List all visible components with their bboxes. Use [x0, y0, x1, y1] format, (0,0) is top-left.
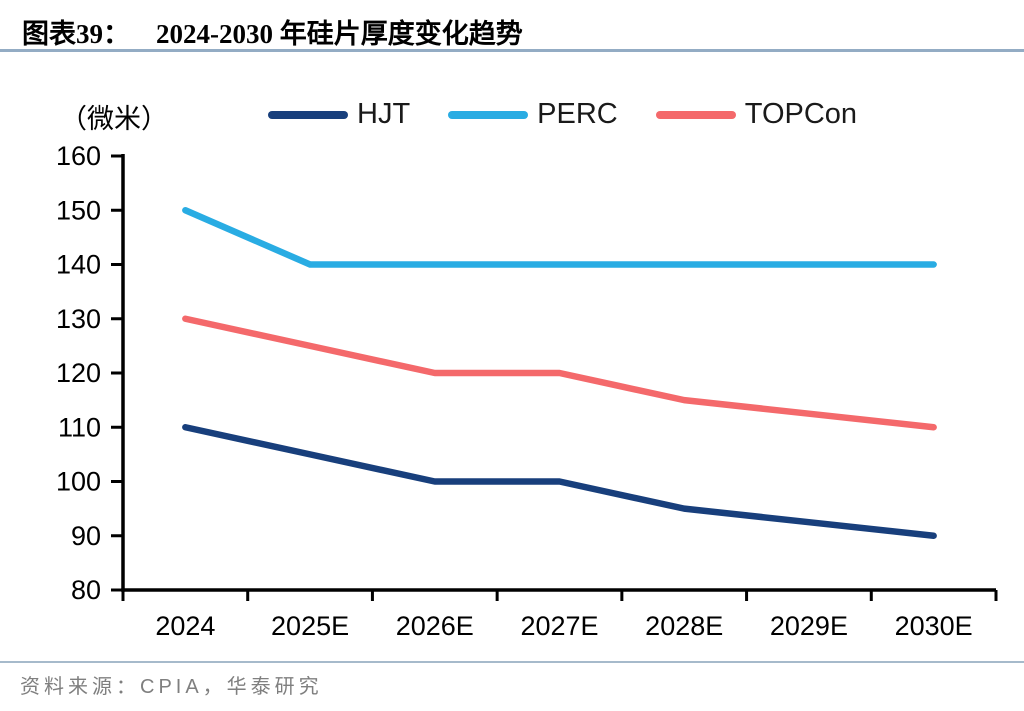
series-line-hjt [182, 424, 937, 539]
chart-title: 图表39： 2024-2030 年硅片厚度变化趋势 [22, 12, 523, 51]
y-tick-label: 150 [56, 195, 101, 225]
y-tick-label: 140 [56, 250, 101, 280]
x-tick-label: 2027E [520, 611, 598, 641]
chart-title-text: 2024-2030 年硅片厚度变化趋势 [156, 19, 523, 49]
x-tick-label: 2029E [770, 611, 848, 641]
legend-swatch-topcon [655, 110, 736, 119]
footer-divider [0, 661, 1024, 663]
legend-item-perc: PERC [448, 98, 618, 131]
y-tick-label: 90 [71, 521, 101, 551]
y-tick-label: 160 [56, 141, 101, 171]
legend-item-hjt: HJT [268, 98, 410, 131]
x-tick-label: 2026E [396, 611, 474, 641]
series-line-perc [182, 207, 937, 268]
x-tick-label: 2024 [155, 611, 215, 641]
y-axis-unit-label: （微米） [60, 104, 168, 134]
legend-item-topcon: TOPCon [655, 98, 858, 131]
legend-swatch-perc [448, 110, 529, 119]
y-tick-label: 100 [56, 467, 101, 497]
legend: HJT PERC TOPCon [268, 98, 857, 131]
y-tick-label: 120 [56, 358, 101, 388]
series-line-topcon [182, 315, 937, 431]
figure-number-label: 图表39： [22, 19, 130, 49]
y-tick-label: 80 [71, 575, 101, 605]
source-note: 资料来源：CPIA，华泰研究 [20, 676, 323, 698]
x-tick-label: 2030E [895, 611, 973, 641]
legend-label-hjt: HJT [357, 98, 411, 130]
y-tick-label: 130 [56, 304, 101, 334]
x-tick-label: 2028E [645, 611, 723, 641]
y-tick-label: 110 [58, 412, 101, 442]
legend-label-perc: PERC [537, 98, 618, 130]
title-divider [0, 49, 1024, 52]
x-tick-label: 2025E [271, 611, 349, 641]
legend-swatch-hjt [268, 110, 348, 119]
legend-label-topcon: TOPCon [744, 98, 858, 130]
